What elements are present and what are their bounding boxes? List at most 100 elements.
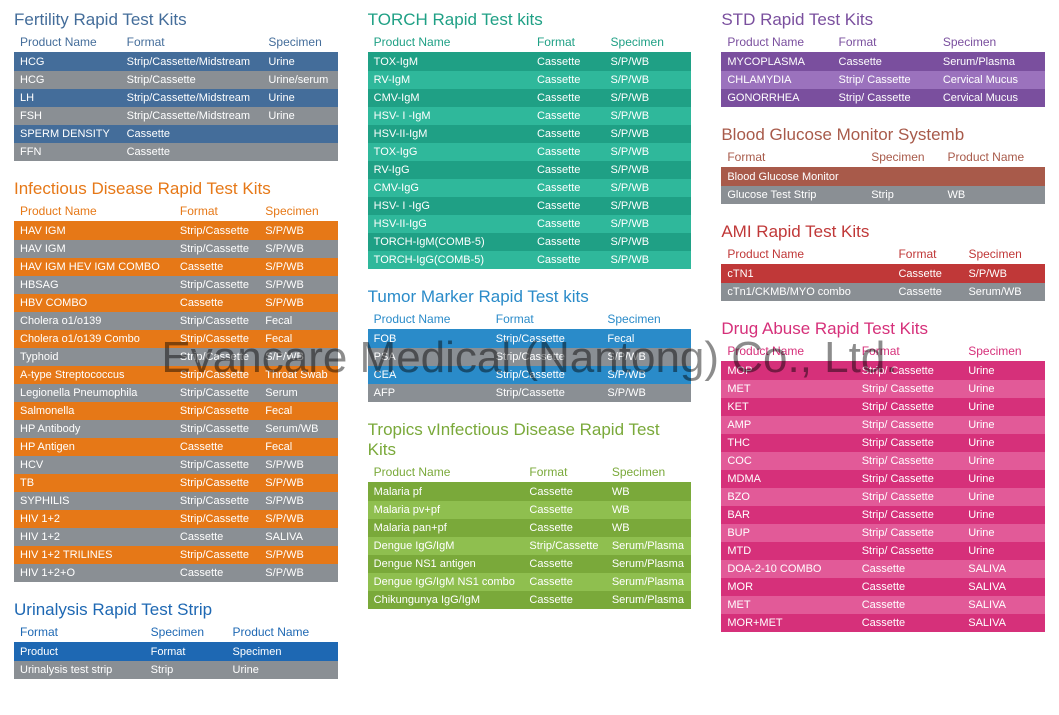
table-cell bbox=[941, 168, 1045, 187]
section-torch: TORCH Rapid Test kitsProduct NameFormatS… bbox=[368, 10, 692, 269]
table-cell: S/P/WB bbox=[259, 564, 337, 582]
table-cell: Strip/Cassette bbox=[174, 492, 259, 510]
table-cell: Urine bbox=[962, 542, 1045, 560]
table-cell: S/P/WB bbox=[259, 222, 337, 241]
col-header-specimen: Specimen bbox=[605, 33, 692, 53]
table-cell: Cassette bbox=[856, 560, 963, 578]
table-row: CHLAMYDIAStrip/ CassetteCervical Mucus bbox=[721, 71, 1045, 89]
section-ami: AMI Rapid Test KitsProduct NameFormatSpe… bbox=[721, 222, 1045, 301]
section-drug: Drug Abuse Rapid Test Kits Product NameFo… bbox=[721, 319, 1045, 632]
table-row: HSV- I -IgGCassetteS/P/WB bbox=[368, 197, 692, 215]
table-cell: S/P/WB bbox=[605, 71, 692, 89]
layout-column: TORCH Rapid Test kitsProduct NameFormatS… bbox=[368, 10, 692, 697]
section-tropics: Tropics vInfectious Disease Rapid Test K… bbox=[368, 420, 692, 609]
table-cell: TORCH-IgM(COMB-5) bbox=[368, 233, 531, 251]
table-cell: Cholera o1/o139 Combo bbox=[14, 330, 174, 348]
table-row: TBStrip/CassetteS/P/WB bbox=[14, 474, 338, 492]
table-cell: HSV- I -IgG bbox=[368, 197, 531, 215]
table-cell: Cassette bbox=[174, 258, 259, 276]
table-cell: Malaria pan+pf bbox=[368, 519, 524, 537]
table-cell: Strip/Cassette bbox=[174, 546, 259, 564]
table-row: RV-IgGCassetteS/P/WB bbox=[368, 161, 692, 179]
table-row: MTDStrip/ CassetteUrine bbox=[721, 542, 1045, 560]
table-cell: Cassette bbox=[856, 596, 963, 614]
table-row: Glucose Test StripStripWB bbox=[721, 186, 1045, 204]
table-cell: Serum/WB bbox=[259, 420, 337, 438]
table-row: THCStrip/ CassetteUrine bbox=[721, 434, 1045, 452]
section-fertility: Fertility Rapid Test Kits Product NameFor… bbox=[14, 10, 338, 161]
table-row: TOX-IgGCassetteS/P/WB bbox=[368, 143, 692, 161]
table-row: ProductFormatSpecimen bbox=[14, 643, 338, 662]
table-cell: HBV COMBO bbox=[14, 294, 174, 312]
table-cell: Serum/Plasma bbox=[606, 555, 692, 573]
col-header-product: Product Name bbox=[721, 33, 832, 53]
data-table: Product NameFormatSpecimenMOPStrip/ Cass… bbox=[721, 342, 1045, 632]
table-cell: Specimen bbox=[227, 643, 338, 662]
table-row: cTN1CassetteS/P/WB bbox=[721, 265, 1045, 284]
table-cell: RV-IgG bbox=[368, 161, 531, 179]
table-cell: Cassette bbox=[174, 294, 259, 312]
col-header-product: Product Name bbox=[368, 463, 524, 483]
table-cell: S/P/WB bbox=[605, 215, 692, 233]
data-table: Product NameFormatSpecimenHCGStrip/Casse… bbox=[14, 33, 338, 161]
table-row: KETStrip/ CassetteUrine bbox=[721, 398, 1045, 416]
table-cell: Strip/Cassette bbox=[121, 71, 263, 89]
table-cell: Cassette bbox=[531, 71, 605, 89]
col-header-format: Format bbox=[721, 148, 865, 168]
table-cell: KET bbox=[721, 398, 855, 416]
table-row: FSHStrip/Cassette/MidstreamUrine bbox=[14, 107, 338, 125]
table-cell: S/P/WB bbox=[605, 125, 692, 143]
table-row: SalmonellaStrip/CassetteFecal bbox=[14, 402, 338, 420]
layout-column: Fertility Rapid Test Kits Product NameFor… bbox=[14, 10, 338, 697]
table-cell: Cassette bbox=[523, 483, 605, 502]
col-header-specimen: Specimen bbox=[601, 310, 691, 330]
table-row: Dengue NS1 antigenCassetteSerum/Plasma bbox=[368, 555, 692, 573]
table-cell: MET bbox=[721, 596, 855, 614]
table-cell: WB bbox=[941, 186, 1045, 204]
table-cell: S/P/WB bbox=[259, 546, 337, 564]
table-row: Cholera o1/o139 ComboStrip/CassetteFecal bbox=[14, 330, 338, 348]
section-title: Fertility Rapid Test Kits bbox=[14, 10, 338, 30]
table-cell: S/P/WB bbox=[605, 107, 692, 125]
table-cell: Dengue IgG/IgM NS1 combo bbox=[368, 573, 524, 591]
table-row: HIV 1+2Strip/CassetteS/P/WB bbox=[14, 510, 338, 528]
col-header-format: Format bbox=[121, 33, 263, 53]
table-cell: Strip/Cassette bbox=[174, 366, 259, 384]
table-cell: LH bbox=[14, 89, 121, 107]
table-cell: Urine bbox=[227, 661, 338, 679]
col-header-product: Product Name bbox=[368, 33, 531, 53]
col-header-product: Product Name bbox=[941, 148, 1045, 168]
table-cell: WB bbox=[606, 483, 692, 502]
table-cell: Cassette bbox=[531, 233, 605, 251]
table-cell: Strip/ Cassette bbox=[856, 398, 963, 416]
col-header-specimen: Specimen bbox=[937, 33, 1045, 53]
section-title: Tumor Marker Rapid Test kits bbox=[368, 287, 692, 307]
table-cell: FSH bbox=[14, 107, 121, 125]
table-cell: Malaria pv+pf bbox=[368, 501, 524, 519]
layout-column: STD Rapid Test KitsProduct NameFormatSpe… bbox=[721, 10, 1045, 697]
table-cell: Urine/serum bbox=[262, 71, 337, 89]
table-cell: Fecal bbox=[259, 312, 337, 330]
section-infectious: Infectious Disease Rapid Test KitsProduc… bbox=[14, 179, 338, 582]
col-header-format: Format bbox=[531, 33, 605, 53]
col-header-format: Format bbox=[523, 463, 605, 483]
table-cell: Strip/Cassette bbox=[174, 384, 259, 402]
section-title: Drug Abuse Rapid Test Kits bbox=[721, 319, 1045, 339]
table-cell: FFN bbox=[14, 143, 121, 161]
table-cell: Strip/Cassette/Midstream bbox=[121, 107, 263, 125]
table-cell: Throat Swab bbox=[259, 366, 337, 384]
table-cell: SALIVA bbox=[259, 528, 337, 546]
table-row: CMV-IgGCassetteS/P/WB bbox=[368, 179, 692, 197]
table-cell: Strip/ Cassette bbox=[833, 89, 937, 107]
table-cell: Strip/Cassette bbox=[490, 366, 602, 384]
table-row: A-type StreptococcusStrip/CassetteThroat… bbox=[14, 366, 338, 384]
table-row: COCStrip/ CassetteUrine bbox=[721, 452, 1045, 470]
data-table: Product NameFormatSpecimenMalaria pfCass… bbox=[368, 463, 692, 609]
table-cell: Cassette bbox=[531, 197, 605, 215]
data-table: FormatSpecimenProduct NameProductFormatS… bbox=[14, 623, 338, 679]
table-cell: Strip bbox=[865, 186, 941, 204]
table-cell: Cassette bbox=[121, 125, 263, 143]
table-row: AMPStrip/ CassetteUrine bbox=[721, 416, 1045, 434]
table-cell: BAR bbox=[721, 506, 855, 524]
table-cell: Fecal bbox=[259, 402, 337, 420]
